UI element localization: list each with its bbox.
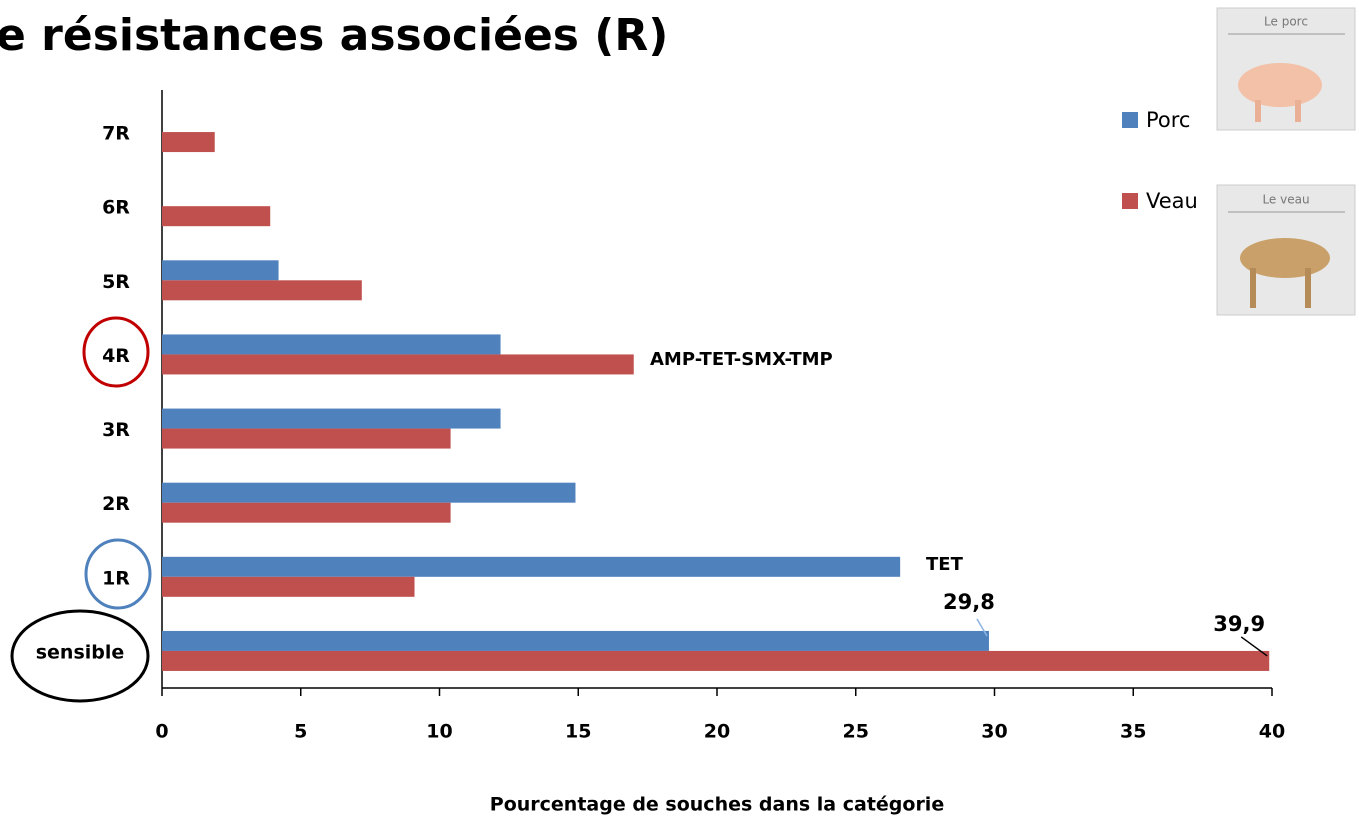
page: {"chart_data": {"type": "hbar", "title":…	[0, 0, 1359, 822]
legend-swatch	[1122, 112, 1138, 128]
x-tick-label: 35	[1120, 721, 1146, 743]
bar	[162, 132, 215, 152]
value-label: 29,8	[943, 590, 995, 614]
x-tick-label: 40	[1259, 721, 1285, 743]
chart-title: e résistances associées (R)	[0, 10, 668, 61]
bar	[162, 354, 634, 374]
legend-label: Veau	[1146, 189, 1198, 213]
y-tick-label: 7R	[102, 123, 130, 145]
x-tick-label: 10	[426, 721, 452, 743]
bar	[162, 503, 451, 523]
x-tick-label: 15	[565, 721, 591, 743]
bar	[162, 280, 362, 300]
bar	[162, 631, 989, 651]
bar	[162, 577, 415, 597]
legend-label: Porc	[1146, 108, 1190, 132]
x-tick-label: 25	[843, 721, 869, 743]
y-tick-label: 5R	[102, 271, 130, 293]
bar	[162, 409, 501, 429]
annotation: TET	[926, 554, 964, 575]
image-caption: Le porc	[1264, 15, 1308, 29]
x-tick-label: 0	[155, 721, 168, 743]
annotation: AMP-TET-SMX-TMP	[650, 349, 833, 370]
bar	[162, 334, 501, 354]
x-tick-label: 20	[704, 721, 730, 743]
value-label: 39,9	[1213, 612, 1265, 636]
bar	[162, 651, 1269, 671]
bar	[162, 483, 575, 503]
chart: e résistances associées (R) Pourcentage …	[0, 0, 1359, 822]
bar	[162, 557, 900, 577]
y-tick-label: 4R	[102, 345, 130, 367]
y-tick-label: 1R	[102, 567, 130, 589]
x-tick-label: 5	[294, 721, 307, 743]
bar	[162, 206, 270, 226]
y-tick-label: 2R	[102, 493, 130, 515]
bar	[162, 260, 279, 280]
x-tick-label: 30	[981, 721, 1007, 743]
y-tick-label: 6R	[102, 197, 130, 219]
y-tick-label: 3R	[102, 419, 130, 441]
legend-swatch	[1122, 193, 1138, 209]
image-caption: Le veau	[1262, 193, 1309, 207]
y-tick-label: sensible	[36, 641, 125, 663]
x-axis-title: Pourcentage de souches dans la catégorie	[490, 794, 944, 816]
bar	[162, 429, 451, 449]
